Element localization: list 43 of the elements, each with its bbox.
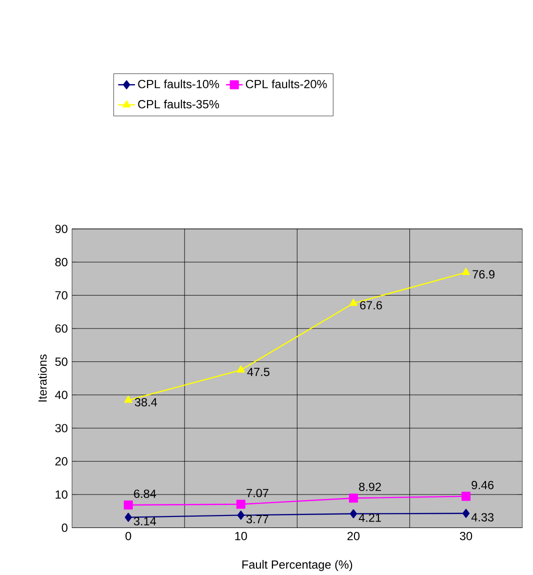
legend-label: CPL faults-35% [138,100,220,108]
y-tick-label: 50 [55,358,68,366]
point [124,512,132,522]
x-axis-title: Fault Percentage (%) [242,560,352,572]
data-label: 67.6 [360,301,382,310]
y-tick-label: 90 [55,224,68,234]
data-label: 7.07 [246,488,268,498]
y-tick-label: 10 [56,490,68,499]
point [124,396,132,403]
point [350,298,358,306]
y-tick-label: 0 [62,524,68,532]
data-label: 3.77 [246,514,268,524]
point [124,500,133,510]
y-tick-label: 20 [55,457,68,466]
point [237,510,245,520]
point [462,492,471,501]
point [462,268,470,275]
data-label: 47.5 [247,368,270,376]
x-tick-label: 0 [126,532,132,540]
legend-label: CPL faults-10% [138,80,220,88]
y-tick-label: 40 [55,390,68,400]
data-label: 76.9 [472,270,495,279]
point [349,494,358,503]
y-tick-label: 60 [55,324,68,333]
data-label: 3.14 [134,517,156,526]
data-label: 4.33 [471,513,494,522]
point [462,508,470,518]
data-label: 4.21 [358,514,382,522]
legend-label: CPL faults-20% [246,80,327,88]
x-tick-label: 10 [235,532,248,540]
data-label: 9.46 [472,480,494,490]
y-tick-label: 30 [55,424,68,432]
point [350,509,358,518]
point [236,365,245,373]
data-label: 8.92 [359,482,381,492]
point [236,500,246,509]
y-axis-title: Iterations [38,354,47,402]
data-label: 38.4 [134,398,158,406]
x-tick-label: 30 [460,532,472,540]
y-tick-label: 70 [55,291,68,300]
data-label: 6.84 [134,490,156,498]
x-tick-label: 20 [348,532,360,540]
y-tick-label: 80 [55,258,68,266]
